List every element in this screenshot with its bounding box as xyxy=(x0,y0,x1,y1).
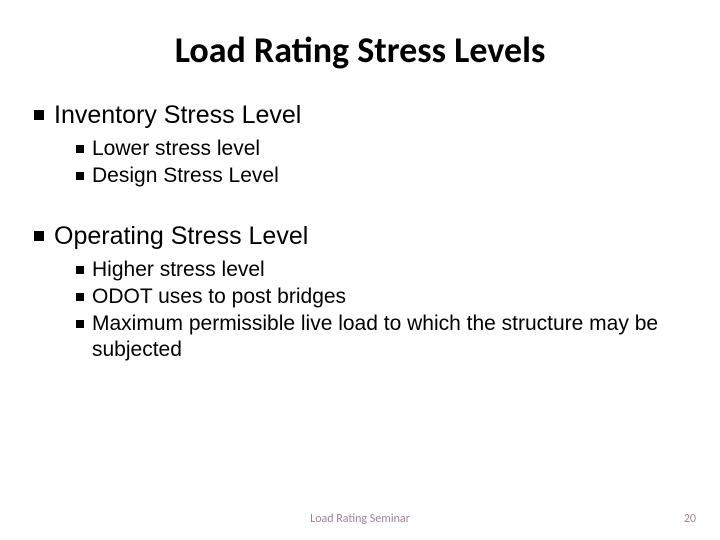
bullet-item: Maximum permissible live load to which t… xyxy=(76,311,680,364)
square-bullet-icon xyxy=(76,266,84,274)
slide-title: Load Rating Stress Levels xyxy=(0,0,720,100)
square-bullet-icon xyxy=(76,172,84,180)
square-bullet-icon xyxy=(76,320,84,328)
section-heading: Inventory Stress Level xyxy=(34,100,680,130)
square-bullet-icon xyxy=(76,145,84,153)
page-number: 20 xyxy=(684,512,696,526)
square-bullet-icon xyxy=(76,293,84,301)
bullet-item-text: Design Stress Level xyxy=(92,163,279,189)
bullet-item-text: ODOT uses to post bridges xyxy=(92,284,346,310)
bullet-item: ODOT uses to post bridges xyxy=(76,284,680,310)
bullet-item-text: Maximum permissible live load to which t… xyxy=(92,311,680,364)
slide-content: Inventory Stress Level Lower stress leve… xyxy=(0,100,720,364)
section-heading-text: Inventory Stress Level xyxy=(54,100,301,130)
bullet-item: Higher stress level xyxy=(76,257,680,283)
bullet-item-text: Higher stress level xyxy=(92,257,265,283)
bullet-item: Lower stress level xyxy=(76,136,680,162)
square-bullet-icon xyxy=(34,231,44,241)
bullet-item: Design Stress Level xyxy=(76,163,680,189)
bullet-item-text: Lower stress level xyxy=(92,136,260,162)
footer-label: Load Rating Seminar xyxy=(310,512,410,526)
square-bullet-icon xyxy=(34,110,44,120)
section-heading-text: Operating Stress Level xyxy=(54,221,308,251)
section-heading: Operating Stress Level xyxy=(34,221,680,251)
section-gap xyxy=(34,191,680,221)
